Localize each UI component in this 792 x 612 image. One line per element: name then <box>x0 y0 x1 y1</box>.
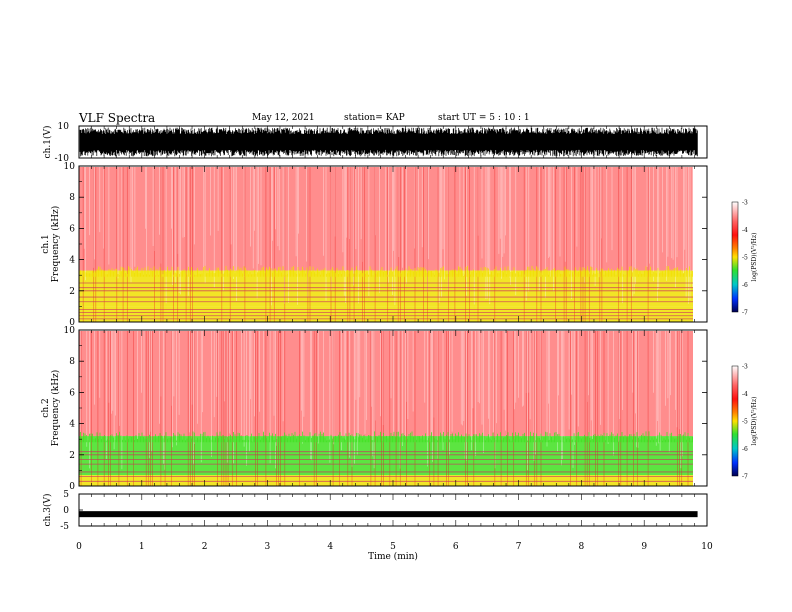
ch1-spec-colorbar-tick-0: -3 <box>742 200 748 207</box>
ch1-spec-ytick-label-5: 10 <box>64 162 76 172</box>
ch1-spec-ylabel-channel: ch.1 <box>41 234 51 253</box>
ch2-spec-ytick-label-3: 6 <box>69 388 75 398</box>
ch3-wave-ytick-label-1: 0 <box>63 506 69 516</box>
ch1-spec-colorbar-tick-2: -5 <box>742 255 748 262</box>
ch1-spec-colorbar <box>731 201 739 313</box>
ch2-spec-ytick-label-1: 2 <box>69 451 75 461</box>
ch1-spec-streaks-dark <box>82 167 649 322</box>
ch2-spec-colorbar-tick-0: -3 <box>742 364 748 371</box>
xtick-label-3: 3 <box>265 542 271 552</box>
ch2-spec-ylabel-channel: ch.2 <box>41 398 51 417</box>
ch2-spec-band-edge <box>79 431 693 443</box>
ch2-spec-colorbar-tick-3: -6 <box>742 446 748 453</box>
ch1-spec-colorbar-tick-4: -7 <box>742 310 748 317</box>
ch1-spec-ytick-label-2: 4 <box>69 256 75 266</box>
ch2-spec-colorbar-tick-2: -5 <box>742 419 748 426</box>
ch1-wave-ytick-label-0: 10 <box>58 122 70 132</box>
ch1-spec-colorbar-label: log(PSD)(V²/Hz) <box>751 233 758 282</box>
ch1-spec-ytick-label-0: 0 <box>69 318 75 328</box>
start-time-label: start UT = 5 : 10 : 1 <box>438 113 530 123</box>
station-label: station= KAP <box>344 113 405 123</box>
ch1-spec-ytick-label-3: 6 <box>69 224 75 234</box>
ch1-spec-ytick-label-1: 2 <box>69 287 75 297</box>
xtick-label-5: 5 <box>390 542 396 552</box>
xtick-label-4: 4 <box>327 542 333 552</box>
ch3-wave-ylabel: ch.3(V) <box>42 494 53 527</box>
ch2-spec-band-0 <box>79 475 693 486</box>
ch1-wave-ytick-label-1: -10 <box>55 154 70 164</box>
ch2-spec-ytick-label-5: 10 <box>64 326 76 336</box>
ch2-spec-streaks-light <box>80 331 683 471</box>
ch3-waveform-trace <box>79 511 698 518</box>
ch2-spec-ytick-label-0: 0 <box>69 482 75 492</box>
xtick-label-2: 2 <box>202 542 208 552</box>
xtick-label-10: 10 <box>701 542 713 552</box>
date-label: May 12, 2021 <box>252 113 315 123</box>
chart-title: VLF Spectra <box>79 111 156 125</box>
ch1-spec-ylabel-frequency: Frequency (kHz) <box>50 206 61 283</box>
ch2-spec-colorbar-label: log(PSD)(V²/Hz) <box>751 397 758 446</box>
ch2-spec-colorbar-tick-1: -4 <box>742 391 748 398</box>
ch2-spec-ylabel-frequency: Frequency (kHz) <box>50 370 61 447</box>
xtick-label-6: 6 <box>453 542 459 552</box>
ch2-spec-colorbar-tick-4: -7 <box>742 474 748 481</box>
xtick-label-9: 9 <box>641 542 647 552</box>
ch1-spec-ytick-label-4: 8 <box>69 193 75 203</box>
ch1-waveform-trace <box>79 127 698 157</box>
ch1-spec-colorbar-tick-3: -6 <box>742 282 748 289</box>
ch1-spec-colorbar-tick-1: -4 <box>742 227 748 234</box>
ch1-wave-ylabel: ch.1(V) <box>42 126 53 159</box>
xtick-label-1: 1 <box>139 542 145 552</box>
ch2-spec-ytick-label-2: 4 <box>69 420 75 430</box>
xtick-label-7: 7 <box>516 542 522 552</box>
ch1-spec-band-edge <box>79 265 693 277</box>
xtick-label-0: 0 <box>76 542 82 552</box>
ch2-spec-colorbar <box>731 365 739 477</box>
ch1-spec-heatmap <box>79 167 693 322</box>
ch2-spec-heatmap <box>79 331 693 486</box>
ch3-wave-ytick-label-0: 5 <box>63 490 69 500</box>
ch2-spec-band-2 <box>79 331 693 437</box>
xaxis-label: Time (min) <box>368 551 418 562</box>
ch2-spec-ytick-label-4: 8 <box>69 357 75 367</box>
ch1-spec-band-0 <box>79 306 693 322</box>
ch3-wave-ytick-label-2: -5 <box>60 522 69 532</box>
xtick-label-8: 8 <box>579 542 585 552</box>
ch2-spec-band-1 <box>79 436 693 476</box>
ch1-spec-streaks-light <box>83 167 693 306</box>
